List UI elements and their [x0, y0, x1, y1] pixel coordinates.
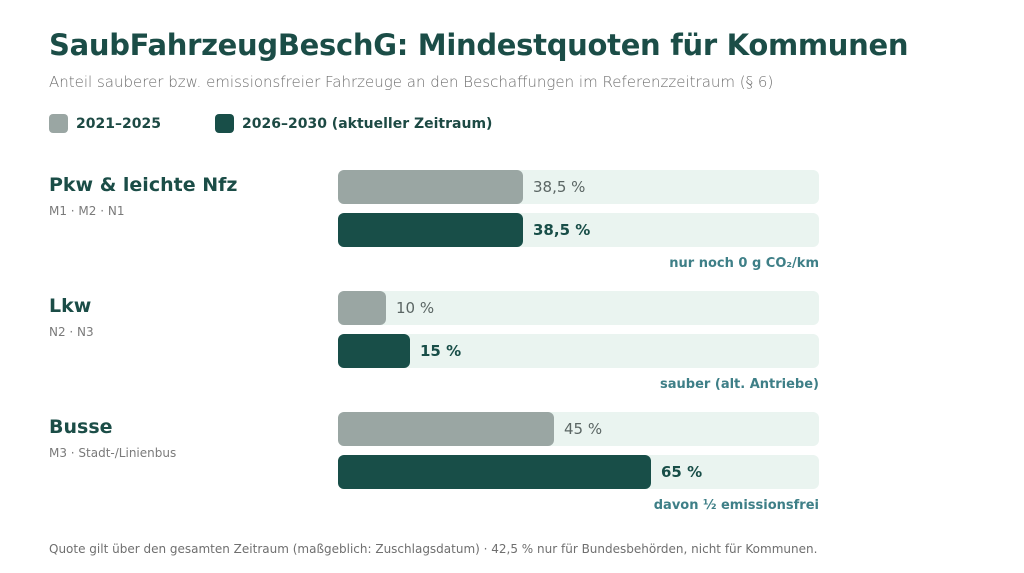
bar-track: 10 % — [338, 291, 819, 325]
category-sub-busse: M3 · Stadt-/Linienbus — [49, 446, 177, 460]
bar-track: 38,5 % — [338, 213, 819, 247]
bar-label-pkw-2026: 38,5 % — [533, 221, 591, 239]
footnote: Quote gilt über den gesamten Zeitraum (m… — [49, 542, 818, 556]
category-note-lkw: sauber (alt. Antriebe) — [660, 377, 819, 392]
category-note-pkw: nur noch 0 g CO₂/km — [669, 256, 819, 271]
legend-swatch-series2 — [215, 114, 234, 133]
category-note-busse: davon ½ emissionsfrei — [653, 498, 819, 513]
bar-lkw-2021 — [338, 291, 386, 325]
bar-busse-2026 — [338, 455, 651, 489]
category-title-lkw: Lkw — [49, 295, 92, 317]
bar-label-busse-2021: 45 % — [564, 420, 603, 438]
bar-track: 15 % — [338, 334, 819, 368]
bar-lkw-2026 — [338, 334, 410, 368]
bar-track: 65 % — [338, 455, 819, 489]
bar-pkw-2026 — [338, 213, 523, 247]
legend-swatch-series1 — [49, 114, 68, 133]
legend-item-series1: 2021–2025 — [49, 114, 161, 133]
legend-item-series2: 2026–2030 (aktueller Zeitraum) — [215, 114, 492, 133]
category-title-pkw: Pkw & leichte Nfz — [49, 174, 238, 196]
chart-title: SaubFahrzeugBeschG: Mindestquoten für Ko… — [49, 28, 909, 62]
category-title-busse: Busse — [49, 416, 113, 438]
bar-track: 38,5 % — [338, 170, 819, 204]
bar-label-busse-2026: 65 % — [661, 463, 703, 481]
bar-busse-2021 — [338, 412, 554, 446]
legend-label-series1: 2021–2025 — [76, 115, 161, 132]
legend-label-series2: 2026–2030 (aktueller Zeitraum) — [242, 115, 493, 132]
bar-label-pkw-2021: 38,5 % — [533, 178, 586, 196]
bar-label-lkw-2026: 15 % — [420, 342, 462, 360]
category-sub-pkw: M1 · M2 · N1 — [49, 204, 125, 218]
bar-pkw-2021 — [338, 170, 523, 204]
bar-track: 45 % — [338, 412, 819, 446]
bar-label-lkw-2021: 10 % — [396, 299, 435, 317]
chart-subtitle: Anteil sauberer bzw. emissionsfreier Fah… — [49, 73, 774, 91]
category-sub-lkw: N2 · N3 — [49, 325, 94, 339]
